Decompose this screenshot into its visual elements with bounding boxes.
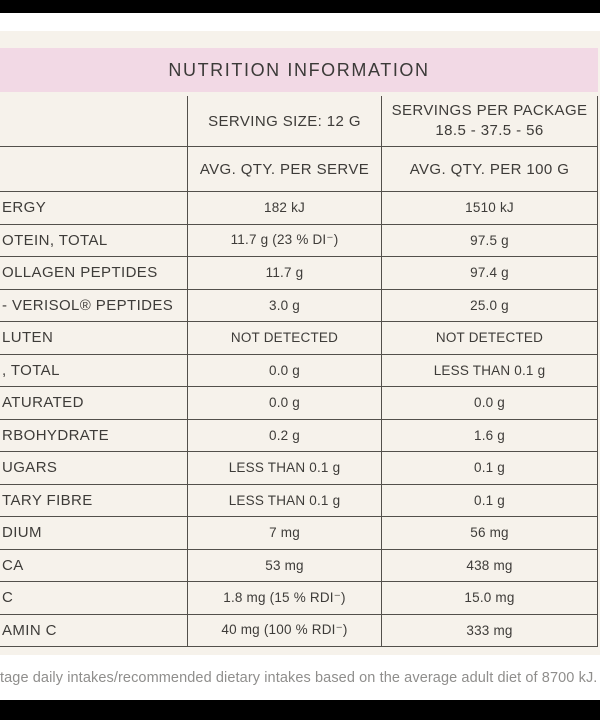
serving-size-header: SERVING SIZE: 12 G (188, 96, 382, 146)
row-label-cell: CA (0, 549, 188, 581)
avg-qty-per-100g-header: AVG. QTY. PER 100 G (382, 147, 598, 191)
row-label-cell: C (0, 582, 188, 614)
row-label-cell: - VERISOL® PEPTIDES (0, 289, 188, 321)
table-row: ATURATED 0.0 g 0.0 g (0, 387, 598, 420)
row-per-serve-cell: 40 mg (100 % RDI⁻) (188, 614, 382, 646)
table-row: RBOHYDRATE 0.2 g 1.6 g (0, 419, 598, 452)
table-row: C 1.8 mg (15 % RDI⁻) 15.0 mg (0, 582, 598, 615)
bottom-black-band (0, 700, 600, 720)
row-per-100g-cell: 0.1 g (382, 452, 598, 484)
row-label-cell: UGARS (0, 452, 188, 484)
row-per-serve-cell: 0.0 g (188, 354, 382, 386)
row-per-serve-cell: 11.7 g (23 % DI⁻) (188, 224, 382, 256)
row-per-100g-cell: 1.6 g (382, 419, 598, 451)
servings-per-package-line1: SERVINGS PER PACKAGE (391, 101, 588, 119)
row-per-100g-cell: 97.4 g (382, 257, 598, 289)
table-header-row-2: AVG. QTY. PER SERVE AVG. QTY. PER 100 G (0, 147, 598, 192)
row-label-cell: LUTEN (0, 322, 188, 354)
page-title: NUTRITION INFORMATION (168, 59, 430, 80)
avg-qty-per-serve-header: AVG. QTY. PER SERVE (188, 147, 382, 191)
bottom-white-strip (0, 655, 600, 700)
row-per-serve-cell: 3.0 g (188, 289, 382, 321)
table-row: LUTEN NOT DETECTED NOT DETECTED (0, 322, 598, 355)
nutrition-table: SERVING SIZE: 12 G SERVINGS PER PACKAGE … (0, 96, 598, 647)
row-per-100g-cell: 1510 kJ (382, 192, 598, 224)
footnote-text: tage daily intakes/recommended dietary i… (0, 669, 598, 686)
table-row: OLLAGEN PEPTIDES 11.7 g 97.4 g (0, 257, 598, 290)
row-label-cell: DIUM (0, 517, 188, 549)
row-per-serve-cell: 53 mg (188, 549, 382, 581)
row-per-serve-cell: 0.0 g (188, 387, 382, 419)
table-row: DIUM 7 mg 56 mg (0, 517, 598, 550)
table-row: CA 53 mg 438 mg (0, 549, 598, 582)
row-label-cell: RBOHYDRATE (0, 419, 188, 451)
servings-per-package-line2: 18.5 - 37.5 - 56 (435, 122, 544, 139)
row-label-cell: AMIN C (0, 614, 188, 646)
table-row: , TOTAL 0.0 g LESS THAN 0.1 g (0, 354, 598, 387)
row-per-100g-cell: 438 mg (382, 549, 598, 581)
row-per-100g-cell: NOT DETECTED (382, 322, 598, 354)
row-per-serve-cell: 11.7 g (188, 257, 382, 289)
row-per-100g-cell: LESS THAN 0.1 g (382, 354, 598, 386)
row-per-100g-cell: 0.1 g (382, 484, 598, 516)
row-per-100g-cell: 97.5 g (382, 224, 598, 256)
table-row: - VERISOL® PEPTIDES 3.0 g 25.0 g (0, 289, 598, 322)
row-per-100g-cell: 0.0 g (382, 387, 598, 419)
servings-per-package-header: SERVINGS PER PACKAGE 18.5 - 37.5 - 56 (382, 96, 598, 146)
top-white-strip (0, 13, 600, 31)
row-per-serve-cell: 0.2 g (188, 419, 382, 451)
table-row: AMIN C 40 mg (100 % RDI⁻) 333 mg (0, 614, 598, 647)
row-label-cell: OTEIN, TOTAL (0, 224, 188, 256)
row-per-serve-cell: NOT DETECTED (188, 322, 382, 354)
table-row: ERGY 182 kJ 1510 kJ (0, 192, 598, 225)
row-label-cell: ERGY (0, 192, 188, 224)
row-label-cell: OLLAGEN PEPTIDES (0, 257, 188, 289)
row-label-cell: , TOTAL (0, 354, 188, 386)
table-row: OTEIN, TOTAL 11.7 g (23 % DI⁻) 97.5 g (0, 224, 598, 257)
row-per-100g-cell: 25.0 g (382, 289, 598, 321)
row-per-serve-cell: 182 kJ (188, 192, 382, 224)
row-label-cell: ATURATED (0, 387, 188, 419)
table-row: TARY FIBRE LESS THAN 0.1 g 0.1 g (0, 484, 598, 517)
row-per-serve-cell: 7 mg (188, 517, 382, 549)
table-header-row-1: SERVING SIZE: 12 G SERVINGS PER PACKAGE … (0, 96, 598, 147)
header-empty-cell (0, 96, 188, 146)
row-per-100g-cell: 333 mg (382, 614, 598, 646)
row-per-100g-cell: 15.0 mg (382, 582, 598, 614)
table-body: ERGY 182 kJ 1510 kJ OTEIN, TOTAL 11.7 g (23 … (0, 192, 598, 647)
row-per-100g-cell: 56 mg (382, 517, 598, 549)
row-per-serve-cell: LESS THAN 0.1 g (188, 452, 382, 484)
top-black-band (0, 0, 600, 13)
row-per-serve-cell: LESS THAN 0.1 g (188, 484, 382, 516)
row-per-serve-cell: 1.8 mg (15 % RDI⁻) (188, 582, 382, 614)
table-row: UGARS LESS THAN 0.1 g 0.1 g (0, 452, 598, 485)
header-empty-cell-2 (0, 147, 188, 191)
title-band: NUTRITION INFORMATION (0, 48, 598, 92)
row-label-cell: TARY FIBRE (0, 484, 188, 516)
